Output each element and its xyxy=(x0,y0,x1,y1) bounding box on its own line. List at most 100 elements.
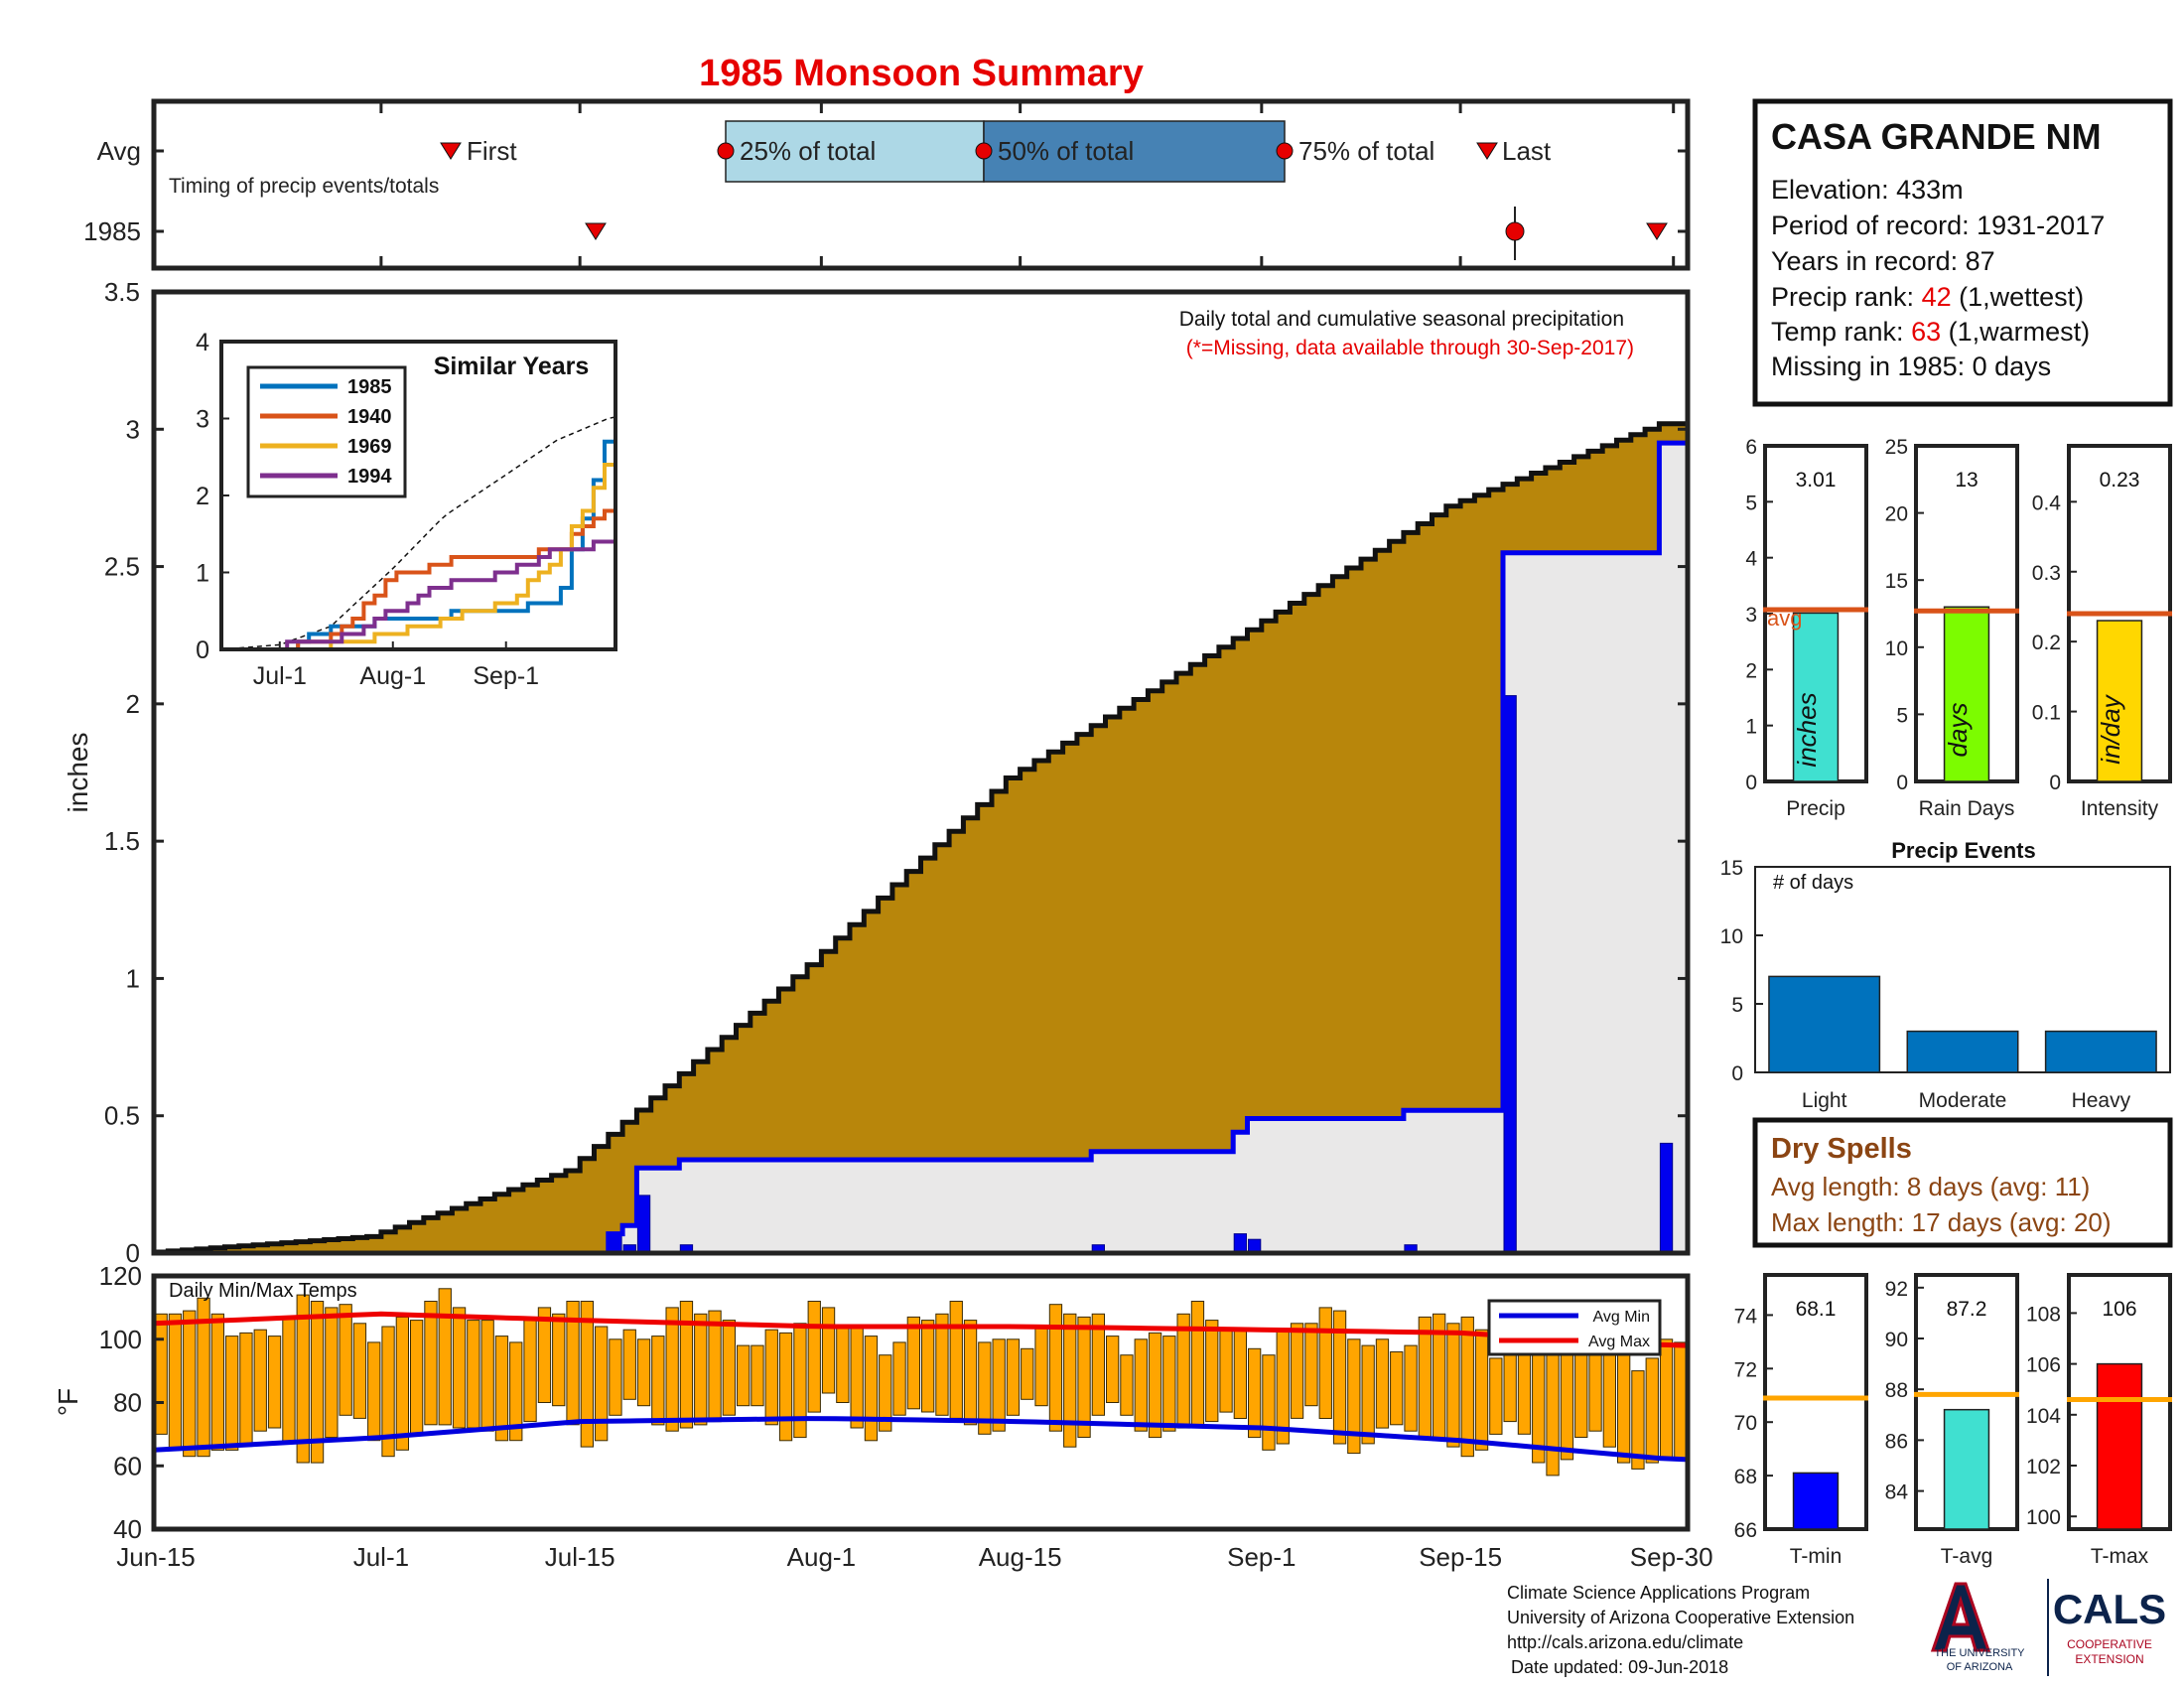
inset-series-1994 xyxy=(221,539,615,651)
temp-range-bar xyxy=(523,1320,537,1423)
rain-days-mini-label: Rain Days xyxy=(1919,797,2015,820)
precip-mini-unit: inches xyxy=(1792,692,1822,767)
events-bar-heavy xyxy=(2044,1030,2157,1073)
temp-range-bar xyxy=(1148,1332,1162,1439)
date-axis-label: Aug-1 xyxy=(787,1542,856,1572)
dry-spells-box: Dry Spells Avg length: 8 days (avg: 11) … xyxy=(1752,1117,2173,1248)
temp-range-bar xyxy=(1546,1336,1560,1477)
temp-range-bar xyxy=(1063,1313,1077,1448)
temp-range-bar xyxy=(1474,1329,1489,1451)
temp-range-bar xyxy=(1120,1354,1134,1416)
tavg-mini-label: T-avg xyxy=(1941,1545,1993,1568)
tavg-mini-tick-label: 88 xyxy=(1885,1379,1908,1402)
precip-y-tick-label: 1.5 xyxy=(104,826,140,856)
events-y-tick-label: 10 xyxy=(1720,925,1743,948)
tmax-mini-tick-label: 100 xyxy=(2026,1506,2061,1529)
precip-mini-value: 3.01 xyxy=(1796,469,1837,492)
intensity-mini-tick-label: 0.3 xyxy=(2032,562,2061,585)
station-name: CASA GRANDE NM xyxy=(1771,116,2102,157)
temp-range-bar xyxy=(921,1320,935,1413)
temp-range-bar xyxy=(395,1316,410,1451)
station-elevation: Elevation: 433m xyxy=(1771,175,1964,205)
avg-last-marker xyxy=(1476,142,1498,160)
temp-range-bar xyxy=(1318,1307,1332,1420)
date-axis-label: Jul-1 xyxy=(353,1542,409,1572)
tmin-mini-value: 68.1 xyxy=(1796,1298,1837,1321)
tmin-mini: 66 68 70 72 74 68.1 T-min xyxy=(1734,1273,1868,1568)
timing-caption: Timing of precip events/totals xyxy=(169,175,439,198)
temp-range-bar xyxy=(1404,1344,1418,1432)
footer-date: Date updated: 09-Jun-2018 xyxy=(1511,1657,1728,1677)
avg-p75-marker xyxy=(1276,142,1294,160)
precip-events-chart: Precip Events 0 5 10 15 Light Moderate Heavy #… xyxy=(1720,838,2171,1112)
precip-y-tick-label: 2 xyxy=(126,689,140,719)
precip-y-label: inches xyxy=(63,733,93,813)
precip-mini-tick-label: 3 xyxy=(1745,604,1757,627)
events-category-label: Light xyxy=(1802,1089,1847,1112)
rain-days-mini-tick-label: 5 xyxy=(1896,704,1908,727)
temp-range-bar xyxy=(410,1320,424,1435)
temp-range-bar xyxy=(679,1301,694,1429)
tmax-mini-value: 106 xyxy=(2102,1298,2136,1321)
rain-days-mini-value: 13 xyxy=(1955,469,1978,492)
tavg-mini-tick-label: 84 xyxy=(1885,1481,1909,1504)
station-frame xyxy=(1752,98,2173,407)
temp-range-bar xyxy=(253,1329,267,1432)
intensity-mini-tick-label: 0.2 xyxy=(2032,632,2061,654)
year-last-marker xyxy=(1646,222,1668,240)
temp-range-bar xyxy=(1162,1336,1176,1432)
tavg-mini-tick-label: 92 xyxy=(1885,1278,1908,1301)
events-title: Precip Events xyxy=(1891,838,2036,863)
legend-avg-min-label: Avg Min xyxy=(1592,1309,1650,1326)
temp-range-bar xyxy=(480,1320,494,1432)
tmax-mini-label: T-max xyxy=(2091,1545,2149,1568)
timing-row-avg: Avg xyxy=(97,136,141,166)
precip-y-ticks: 0 0.5 1 1.5 2 2.5 3 3.5 xyxy=(104,277,1688,1268)
events-y-tick-label: 15 xyxy=(1720,857,1743,880)
missing-note: (*=Missing, data available through 30-Se… xyxy=(1186,337,1634,359)
temp-range-bar xyxy=(210,1313,224,1451)
tmax-mini-tick-label: 104 xyxy=(2026,1405,2061,1428)
temps-y-tick-label: 40 xyxy=(113,1514,142,1544)
avg-p50-marker xyxy=(975,142,993,160)
temp-range-bar xyxy=(239,1332,253,1445)
tmax-mini-tick-label: 102 xyxy=(2026,1456,2061,1478)
temp-range-bar xyxy=(935,1313,949,1416)
temp-range-bar xyxy=(751,1344,764,1407)
temp-range-bar xyxy=(282,1316,296,1445)
inset-y-tick-label: 4 xyxy=(196,329,209,356)
temp-range-bar xyxy=(566,1301,580,1426)
avg-first-marker xyxy=(440,142,462,160)
temp-range-bar xyxy=(622,1329,636,1400)
temp-range-bar xyxy=(424,1301,438,1426)
precip-y-tick-label: 1 xyxy=(126,963,140,993)
ua-text-1: THE UNIVERSITY xyxy=(1934,1647,2025,1659)
precip-y-tick-label: 3 xyxy=(126,414,140,444)
cals-sub-2: EXTENSION xyxy=(2075,1652,2143,1666)
date-axis-label: Sep-30 xyxy=(1630,1542,1713,1572)
rain-days-mini-tick-label: 15 xyxy=(1885,570,1908,593)
temp-range-bar xyxy=(352,1323,367,1419)
temp-range-bar xyxy=(793,1323,807,1439)
temp-range-bar xyxy=(1021,1347,1034,1400)
precip-y-tick-label: 0.5 xyxy=(104,1101,140,1131)
events-plot: 0 5 10 15 Light Moderate Heavy xyxy=(1720,857,2171,1112)
date-axis-label: Sep-1 xyxy=(1227,1542,1296,1572)
temps-label: Daily Min/Max Temps xyxy=(169,1280,357,1302)
temp-range-bar xyxy=(1248,1347,1262,1439)
temps-y-ticks: 40 60 80 100 120 xyxy=(99,1261,164,1544)
temps-legend xyxy=(1487,1299,1662,1356)
temp-range-bar xyxy=(1006,1338,1021,1416)
temp-range-bar xyxy=(1460,1316,1474,1458)
date-axis-label: Aug-15 xyxy=(979,1542,1062,1572)
tavg-mini-bar xyxy=(1943,1408,1990,1530)
university-of-arizona-logo: THE UNIVERSITY OF ARIZONA CALS COOPERATI… xyxy=(1930,1579,2166,1676)
intensity-mini-value: 0.23 xyxy=(2100,469,2140,492)
temp-range-bar xyxy=(1290,1323,1304,1419)
temp-range-bar xyxy=(1219,1329,1233,1413)
temp-range-bar xyxy=(1077,1316,1091,1439)
temp-range-bar xyxy=(1106,1336,1120,1403)
interquartile-upper-box xyxy=(983,120,1286,183)
temp-range-bar xyxy=(949,1301,963,1419)
temps-y-label: °F xyxy=(53,1388,83,1416)
